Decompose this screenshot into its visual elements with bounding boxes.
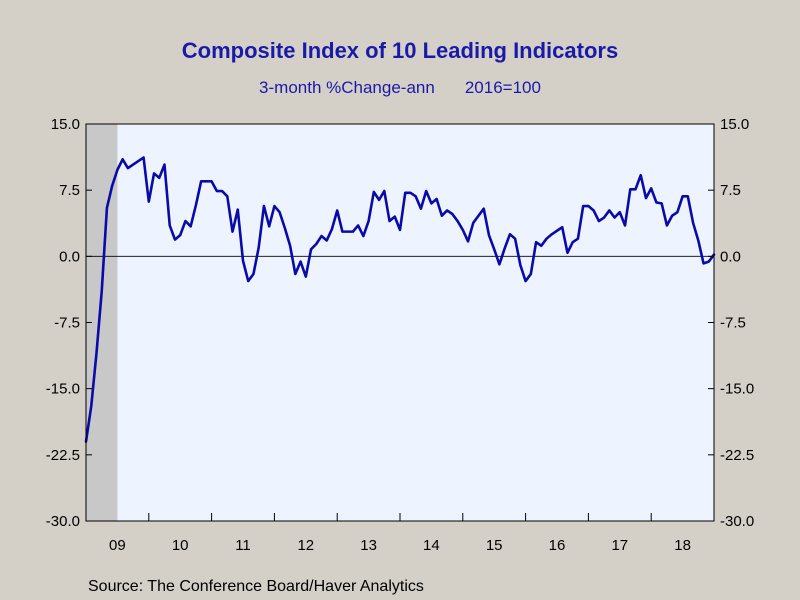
subtitle-measure: 3-month %Change-ann — [259, 78, 435, 97]
x-tick-label: 11 — [235, 537, 251, 554]
subtitle-base-year: 2016=100 — [464, 78, 541, 97]
left-y-axis: 15.0 7.5 0.0 -7.5 -15.0 -22.5 -30.0 — [46, 116, 92, 530]
y-tick-label-left: 0.0 — [59, 248, 80, 265]
x-tick-label: 10 — [172, 537, 189, 554]
plot-area — [86, 124, 714, 521]
source-note: Source: The Conference Board/Haver Analy… — [88, 578, 424, 595]
y-tick-label-left: 15.0 — [51, 116, 80, 133]
x-tick-label: 17 — [611, 537, 628, 554]
y-tick-label-left: -22.5 — [46, 447, 80, 464]
x-axis: 09 10 11 12 13 14 15 16 17 18 — [109, 513, 691, 554]
y-tick-label-right: 15.0 — [720, 116, 749, 133]
x-tick-label: 15 — [486, 537, 503, 554]
x-tick-label: 16 — [549, 537, 566, 554]
y-tick-label-right: -22.5 — [720, 447, 754, 464]
series-line — [84, 156, 716, 443]
x-tick-label: 13 — [360, 537, 377, 554]
y-tick-label-left: -15.0 — [46, 381, 80, 398]
x-tick-label: 14 — [423, 537, 440, 554]
series-layer — [84, 156, 716, 443]
chart-title: Composite Index of 10 Leading Indicators — [181, 38, 619, 63]
x-tick-label: 12 — [297, 537, 314, 554]
y-tick-label-left: -7.5 — [54, 315, 80, 332]
y-tick-label-right: 0.0 — [720, 248, 741, 265]
y-tick-label-right: 7.5 — [720, 182, 741, 199]
y-tick-label-left: 7.5 — [59, 182, 80, 199]
right-y-axis: 15.0 7.5 0.0 -7.5 -15.0 -22.5 -30.0 — [708, 116, 754, 530]
x-tick-label: 09 — [109, 537, 126, 554]
y-tick-label-right: -7.5 — [720, 315, 746, 332]
chart-subtitle: 3-month %Change-ann 2016=100 — [0, 78, 800, 98]
y-tick-label-left: -30.0 — [46, 513, 80, 530]
x-tick-label: 18 — [674, 537, 691, 554]
y-tick-label-right: -30.0 — [720, 513, 754, 530]
y-tick-label-right: -15.0 — [720, 381, 754, 398]
